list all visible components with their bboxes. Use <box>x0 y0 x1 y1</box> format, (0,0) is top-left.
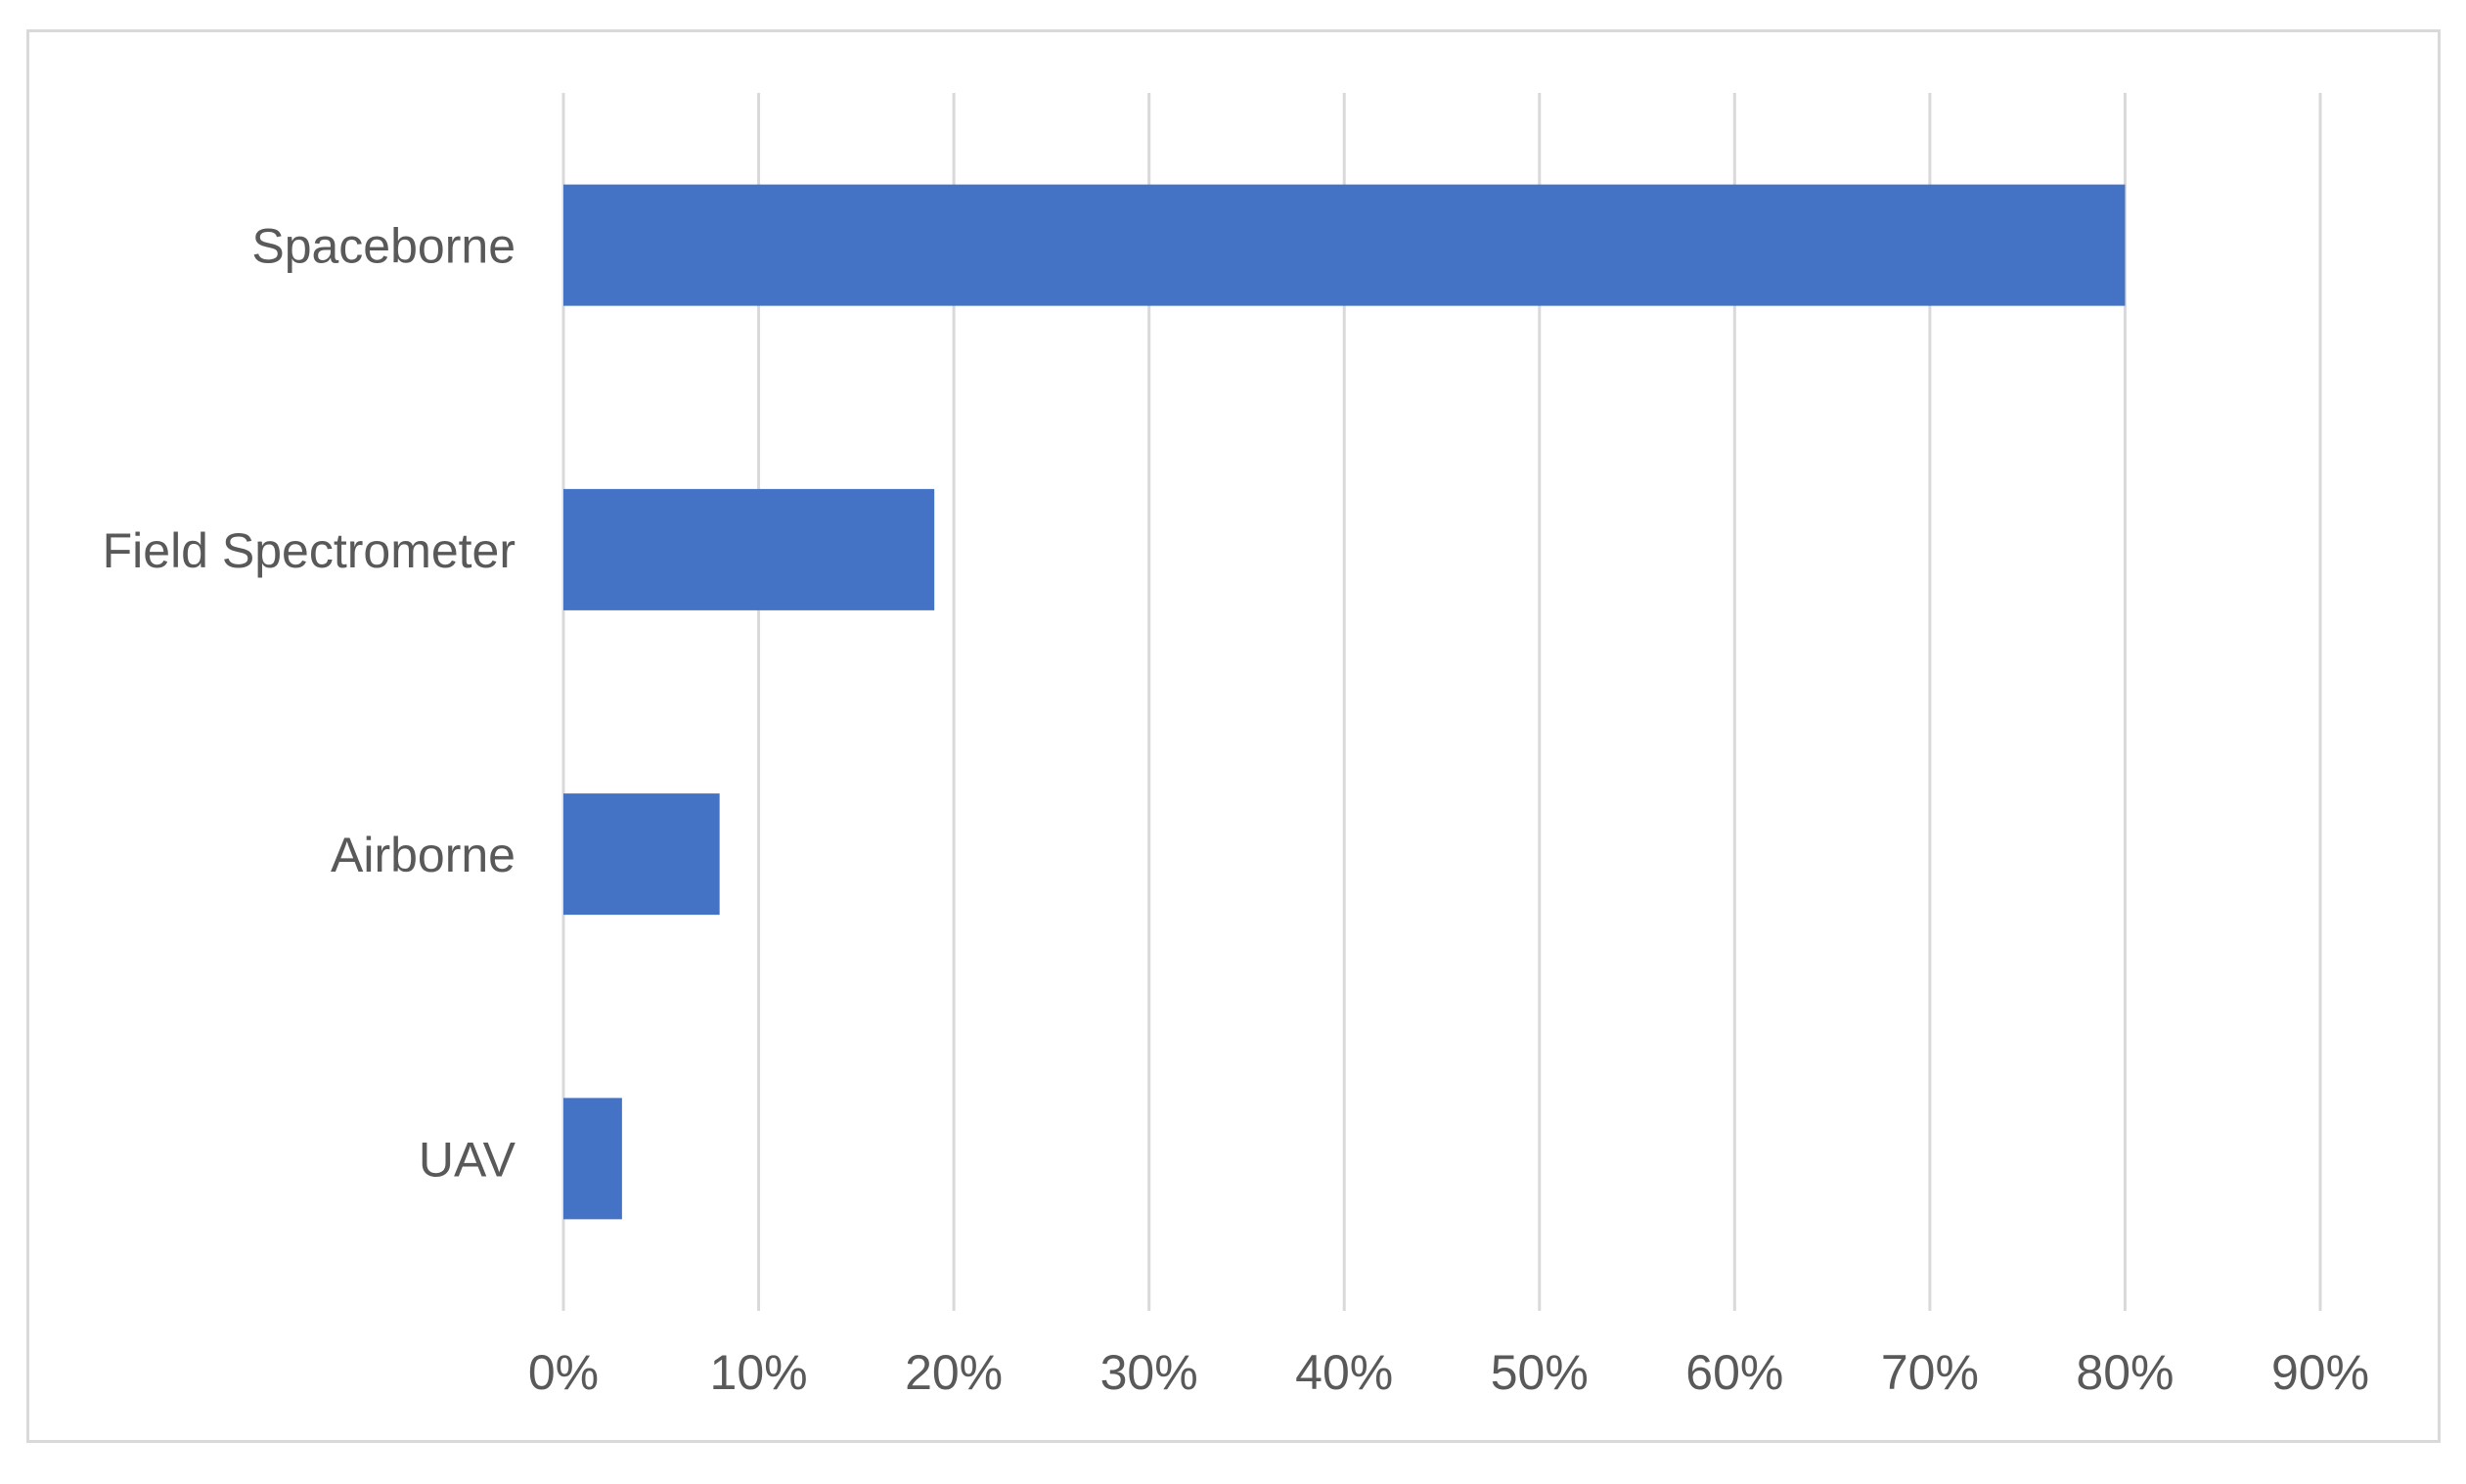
x-tick-label: 30% <box>1100 1345 1198 1400</box>
x-tick-label: 10% <box>710 1345 808 1400</box>
x-tick-labels: 0% 10% 20% 30% 40% 50% 60% 70% 80% 90% <box>528 1345 2369 1400</box>
x-tick-label: 20% <box>905 1345 1003 1400</box>
x-tick-label: 0% <box>528 1345 599 1400</box>
category-label: UAV <box>419 1132 516 1187</box>
x-tick-label: 80% <box>2076 1345 2174 1400</box>
x-tick-label: 90% <box>2271 1345 2369 1400</box>
x-tick-label: 40% <box>1295 1345 1393 1400</box>
x-tick-label: 60% <box>1685 1345 1783 1400</box>
category-label: Field Spectrometer <box>103 523 516 578</box>
category-label: Airborne <box>331 828 516 882</box>
category-labels: Spaceborne Field Spectrometer Airborne UAV <box>103 219 516 1188</box>
bar-airborne <box>563 793 720 916</box>
bars <box>563 184 2126 1220</box>
bar-uav <box>563 1098 622 1220</box>
x-tick-label: 50% <box>1491 1345 1589 1400</box>
bar-spaceborne <box>563 184 2126 306</box>
category-label: Spaceborne <box>251 219 516 274</box>
x-tick-label: 70% <box>1881 1345 1979 1400</box>
bar-field-spectrometer <box>563 488 935 610</box>
